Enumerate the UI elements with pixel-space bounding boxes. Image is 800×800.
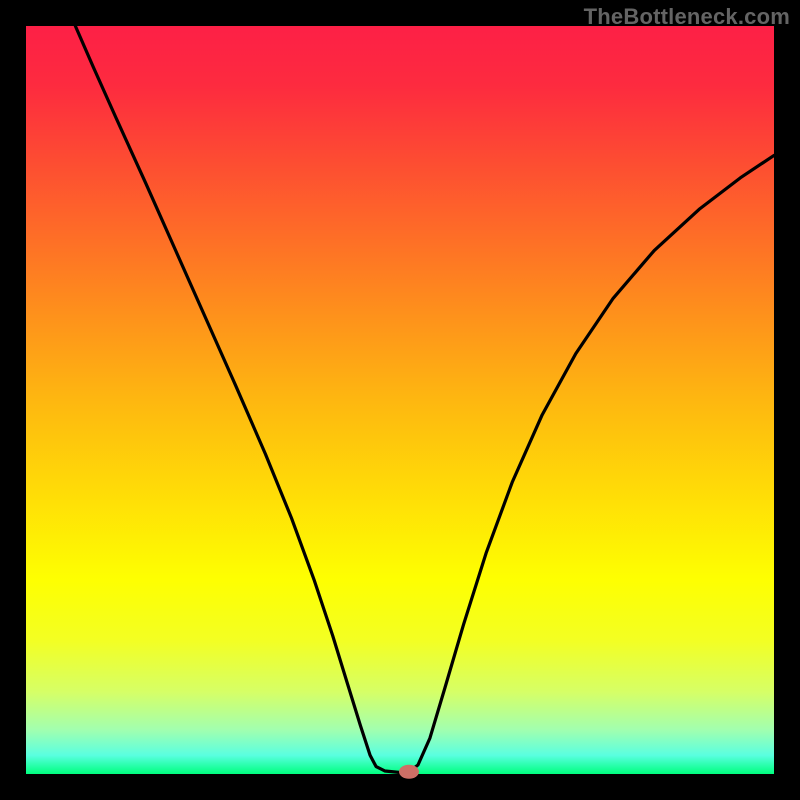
optimum-marker [399, 765, 419, 779]
plot-background [26, 26, 774, 774]
watermark-text: TheBottleneck.com [584, 4, 790, 30]
chart-container: { "meta": { "width_px": 800, "height_px"… [0, 0, 800, 800]
bottleneck-chart [0, 0, 800, 800]
